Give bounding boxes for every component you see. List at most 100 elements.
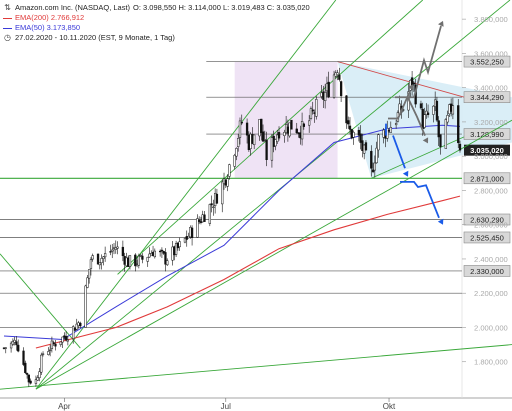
down-arrow-grey-head [422, 137, 429, 144]
level-label-box-0 [463, 55, 511, 68]
candle-body-132 [332, 74, 336, 98]
y-tick-label-11: 3.800,000 [474, 15, 508, 24]
candle-body-39 [100, 258, 103, 264]
candle-body-51 [128, 255, 132, 267]
candle-body-52 [134, 254, 137, 267]
level-label-6: 2.330,000 [470, 267, 504, 276]
candle-body-71 [178, 241, 181, 248]
candle-body-3 [11, 341, 15, 345]
candle-body-92 [233, 155, 236, 167]
trend-line-2 [35, 119, 512, 390]
ema200-line [35, 195, 461, 349]
candle-body-143 [359, 133, 362, 143]
candle-body-76 [190, 227, 194, 238]
down-arrow-head-1 [402, 170, 409, 177]
candle-body-138 [347, 120, 350, 125]
candle-body-112 [283, 131, 286, 136]
down-arrow-grey-path [407, 97, 426, 136]
level-label-box-6 [463, 265, 511, 277]
candle-body-62 [158, 250, 162, 253]
candle-body-10 [27, 374, 30, 383]
chart-type-icon: ⇅ [4, 3, 11, 12]
down-arrow-path-3 [400, 180, 440, 219]
y-tick-label-4: 2.400,000 [474, 255, 508, 264]
y-tick-label-3: 2.200,000 [474, 289, 508, 298]
candle-body-171 [426, 112, 430, 116]
candle-body-8 [24, 362, 27, 374]
candle-body-69 [174, 243, 178, 255]
candle-body-77 [196, 218, 199, 238]
y-tick-label-1: 1.800,000 [474, 358, 508, 367]
candle-body-87 [221, 181, 224, 205]
legend-title: Amazon.com Inc. (NASDAQ, Last) [15, 3, 131, 12]
level-label-5: 2.525,450 [470, 233, 504, 242]
candle-body-25 [64, 336, 68, 341]
y-tick-label-10: 3.600,000 [474, 49, 508, 58]
candle-body-37 [96, 253, 100, 265]
trend-line-5 [0, 253, 81, 349]
candle-body-82 [208, 204, 211, 224]
candle-body-94 [237, 138, 240, 147]
y-tick-label-9: 3.400,000 [474, 84, 508, 93]
candle-body-43 [111, 249, 114, 252]
candle-body-107 [270, 137, 274, 161]
candle-body-183 [458, 143, 462, 151]
level-label-3: 2.871,000 [470, 174, 504, 183]
candle-body-147 [370, 150, 373, 169]
candle-body-174 [435, 100, 439, 121]
candle-body-1 [4, 347, 7, 349]
candle-body-34 [88, 269, 91, 279]
candle-body-33 [86, 277, 89, 288]
level-label-box-4 [463, 213, 511, 226]
candle-body-5 [15, 341, 18, 346]
candle-body-2 [9, 342, 13, 349]
candle-body-157 [394, 123, 398, 126]
up-arrow-head-1 [438, 20, 444, 27]
candle-body-139 [348, 125, 352, 130]
up-arrow-path-2 [388, 90, 411, 120]
candle-body-26 [66, 339, 70, 342]
candle-body-22 [59, 341, 62, 345]
candle-body-19 [50, 340, 54, 349]
current-price-label: 3.035,020 [470, 146, 504, 155]
level-label-box-1 [463, 91, 511, 103]
candle-body-63 [160, 249, 164, 252]
candle-body-7 [22, 350, 25, 365]
clock-icon: ◷ [4, 33, 11, 42]
legend-period: 27.02.2020 - 10.11.2020 (EST, 9 Monate, … [15, 33, 175, 42]
candle-body-135 [338, 74, 341, 80]
ema50-swatch [3, 27, 12, 29]
candle-body-17 [47, 351, 50, 355]
candle-body-124 [311, 109, 314, 112]
candle-body-177 [444, 119, 447, 149]
candle-body-123 [309, 108, 313, 119]
chart-legend: ⇅ Amazon.com Inc. (NASDAQ, Last) O: 3.09… [3, 3, 310, 43]
legend-ema200: EMA(200) 2.766,912 [15, 13, 85, 22]
down-arrow-path-2 [392, 135, 406, 169]
x-tick-label-0: Apr [58, 402, 71, 411]
candle-body-176 [439, 134, 442, 148]
candle-body-81 [203, 214, 206, 222]
candle-body-131 [327, 81, 330, 98]
candle-body-120 [300, 120, 304, 140]
candle-body-32 [84, 285, 87, 328]
candle-body-111 [277, 132, 281, 139]
candle-body-126 [315, 99, 318, 117]
candle-body-12 [34, 379, 38, 384]
legend-ohlc: O: 3.098,550 H: 3.114,000 L: 3.019,483 C… [133, 3, 310, 12]
candle-body-46 [116, 246, 119, 249]
ema50-line [3, 124, 461, 341]
candle-body-9 [25, 373, 29, 375]
candle-body-150 [375, 147, 378, 164]
candle-body-136 [339, 81, 343, 97]
candle-body-47 [121, 246, 125, 256]
candle-body-66 [166, 260, 169, 266]
candle-body-84 [212, 206, 215, 208]
candle-body-36 [91, 255, 94, 260]
candle-body-55 [139, 254, 142, 257]
candle-body-38 [98, 262, 101, 266]
candle-body-116 [290, 119, 293, 130]
candle-body-11 [29, 380, 32, 384]
down-arrow-head-2 [437, 218, 444, 225]
candle-body-6 [17, 344, 20, 352]
